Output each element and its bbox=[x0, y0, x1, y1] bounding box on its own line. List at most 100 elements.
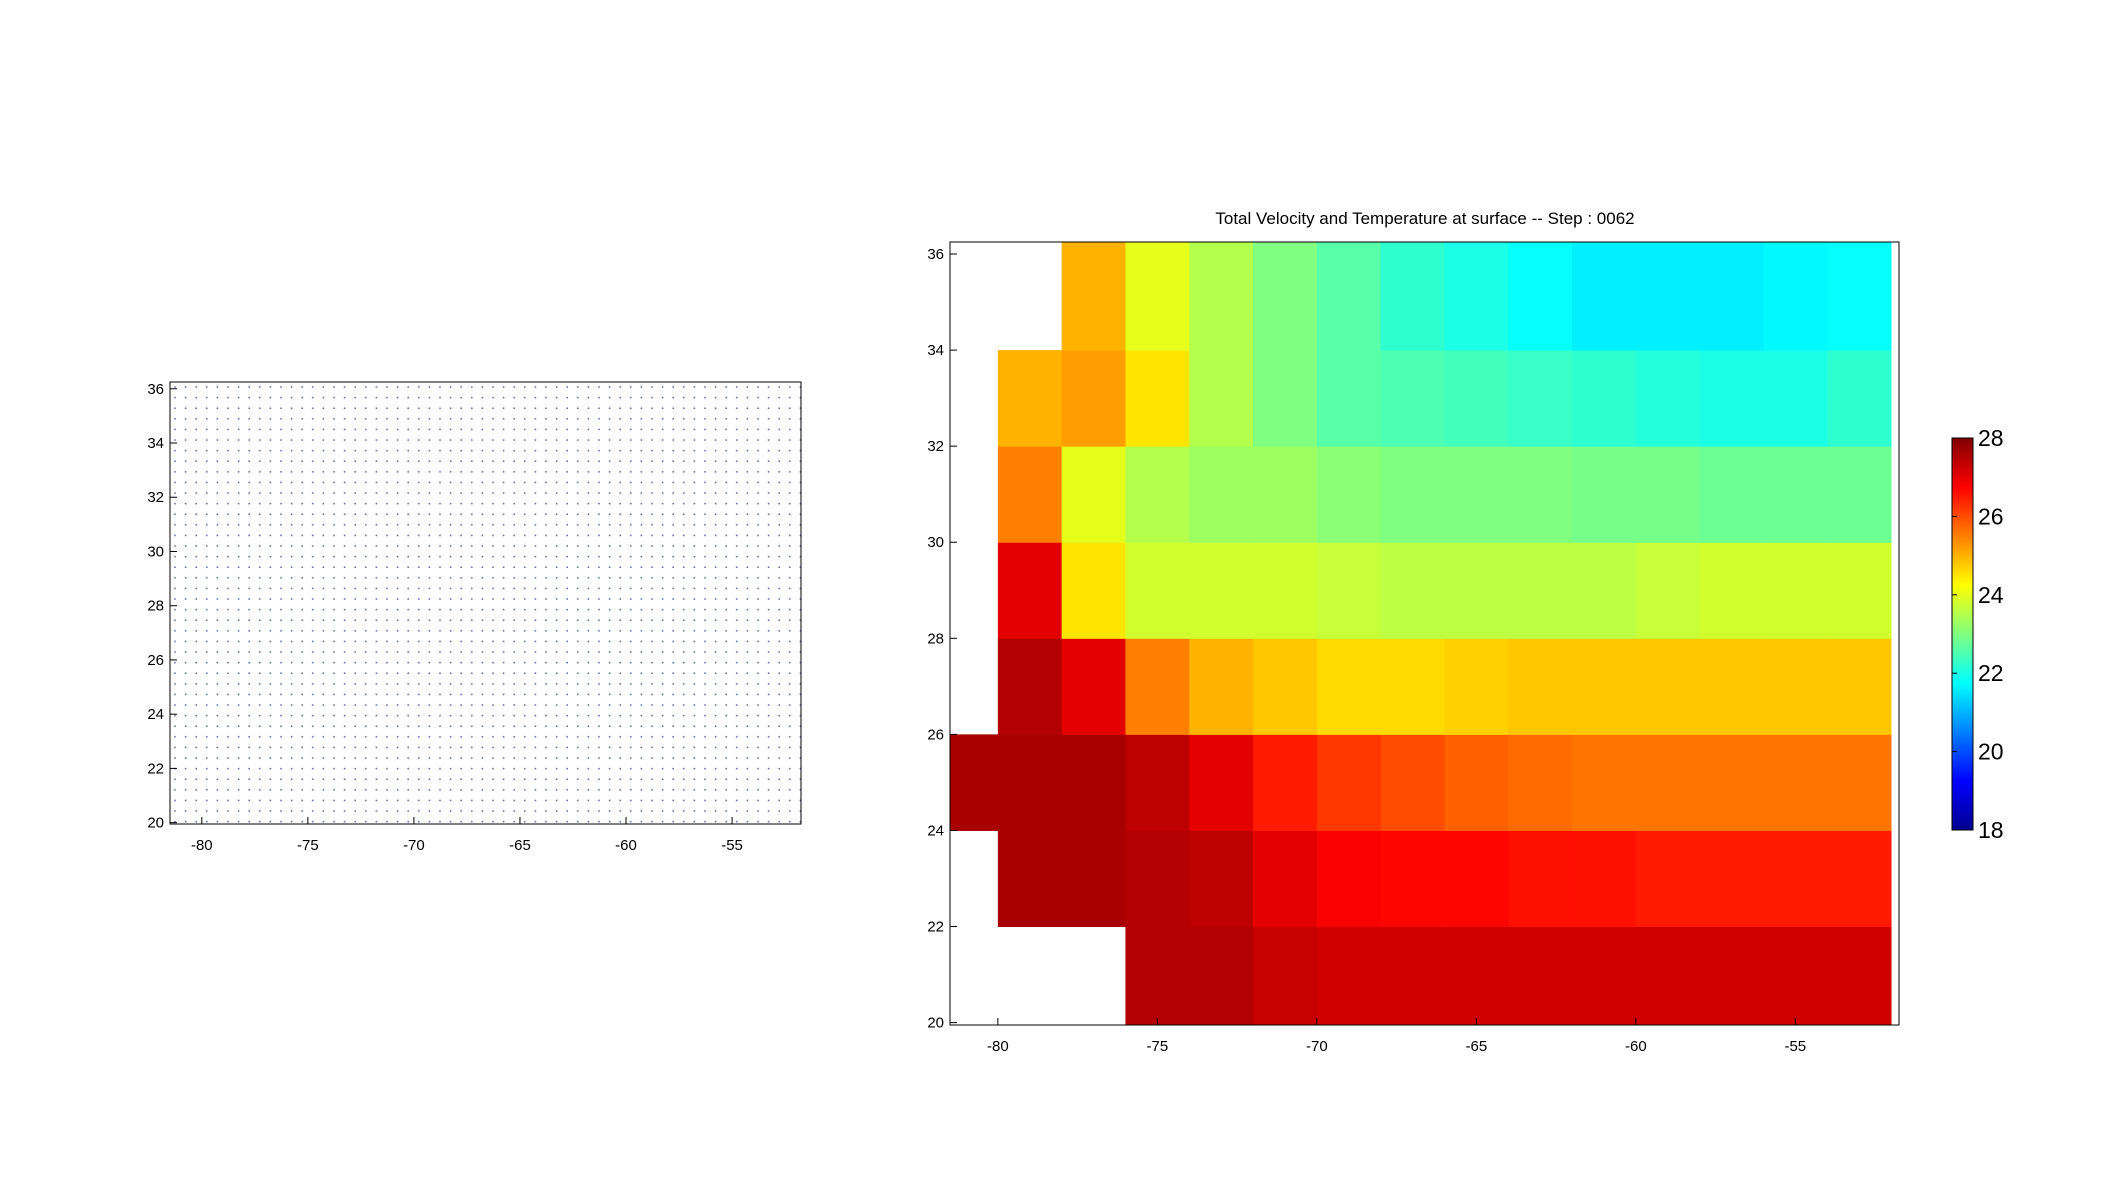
x-tick-label: -75 bbox=[1147, 1038, 1169, 1055]
colorbar-label: 22 bbox=[1978, 660, 2004, 686]
heat-cell bbox=[1763, 638, 1828, 735]
heat-cell bbox=[1253, 350, 1318, 447]
heat-cell bbox=[997, 542, 1063, 639]
heat-cell bbox=[1125, 542, 1190, 639]
heat-cell bbox=[1699, 542, 1764, 639]
y-tick-label: 22 bbox=[927, 919, 944, 936]
heat-cell bbox=[1444, 638, 1509, 735]
heat-cell bbox=[1508, 242, 1573, 351]
right-panel: Total Velocity and Temperature at surfac… bbox=[927, 209, 2004, 1055]
heat-cell bbox=[1189, 734, 1254, 831]
heat-cell bbox=[1572, 926, 1637, 1025]
heat-cell bbox=[1125, 242, 1190, 351]
heat-cell bbox=[1508, 926, 1573, 1025]
heat-cell bbox=[1827, 542, 1892, 639]
heat-cell bbox=[1699, 734, 1764, 831]
heat-cell bbox=[1316, 830, 1382, 928]
x-tick-label: -55 bbox=[1784, 1038, 1806, 1055]
heat-cell bbox=[1827, 350, 1892, 447]
heat-cell bbox=[1635, 350, 1701, 447]
heat-cell bbox=[1572, 542, 1637, 639]
heat-cell bbox=[1061, 242, 1126, 351]
heat-cell bbox=[1189, 242, 1254, 351]
heat-cell bbox=[1189, 542, 1254, 639]
heat-cell bbox=[1253, 830, 1318, 928]
y-tick-label: 30 bbox=[147, 543, 164, 560]
heat-cell bbox=[1827, 242, 1892, 351]
heat-cell bbox=[1189, 446, 1254, 543]
heat-cell bbox=[1635, 926, 1701, 1025]
heat-cell bbox=[1572, 638, 1637, 735]
heat-cell bbox=[950, 734, 999, 831]
x-tick-label: -80 bbox=[987, 1038, 1009, 1055]
heat-cell bbox=[1635, 242, 1701, 351]
heat-cell bbox=[1316, 542, 1382, 639]
heat-cell bbox=[1253, 734, 1318, 831]
heat-cell bbox=[1253, 926, 1318, 1025]
heat-cell bbox=[1763, 446, 1828, 543]
heat-cell bbox=[1444, 446, 1509, 543]
heat-cell bbox=[1572, 734, 1637, 831]
heat-cell bbox=[1635, 542, 1701, 639]
heat-cell bbox=[1827, 638, 1892, 735]
heat-cell bbox=[1380, 446, 1445, 543]
x-tick-label: -60 bbox=[1625, 1038, 1647, 1055]
y-tick-label: 28 bbox=[147, 598, 164, 615]
heat-cell bbox=[1508, 446, 1573, 543]
y-tick-label: 26 bbox=[927, 726, 944, 743]
colorbar-label: 24 bbox=[1978, 582, 2004, 608]
heat-cell bbox=[997, 734, 1063, 831]
heat-cell bbox=[1189, 350, 1254, 447]
heat-cell bbox=[1189, 926, 1254, 1025]
left-panel: -80 -75 -70 -65 -60 -55 20 22 24 26 28 30 32 34 36 bbox=[147, 381, 802, 854]
heat-cell bbox=[1061, 638, 1126, 735]
colorbar-label: 20 bbox=[1978, 739, 2004, 765]
y-tick-label: 36 bbox=[147, 381, 164, 398]
heat-cell bbox=[1125, 446, 1190, 543]
heat-cell bbox=[1125, 350, 1190, 447]
heat-cell bbox=[1253, 638, 1318, 735]
heat-cell bbox=[1699, 350, 1764, 447]
heat-cell bbox=[1635, 638, 1701, 735]
heat-cell bbox=[1827, 446, 1892, 543]
y-tick-label: 22 bbox=[147, 760, 164, 777]
heat-cell bbox=[1635, 830, 1701, 928]
heat-cell bbox=[1061, 446, 1126, 543]
y-tick-label: 34 bbox=[927, 342, 944, 359]
colorbar-label: 18 bbox=[1978, 817, 2004, 843]
heat-cell bbox=[1189, 638, 1254, 735]
x-tick-label: -65 bbox=[509, 837, 531, 854]
heat-cell bbox=[997, 638, 1063, 735]
y-tick-label: 24 bbox=[927, 822, 944, 839]
heat-cell bbox=[1380, 242, 1445, 351]
heat-cell bbox=[1444, 830, 1509, 928]
heat-cell bbox=[1635, 446, 1701, 543]
heat-cell bbox=[1572, 446, 1637, 543]
y-tick-label: 36 bbox=[927, 246, 944, 263]
heat-cell bbox=[1253, 542, 1318, 639]
heat-cell bbox=[1316, 926, 1382, 1025]
heat-cell bbox=[1508, 350, 1573, 447]
x-tick-label: -70 bbox=[403, 837, 425, 854]
heat-cell bbox=[1380, 350, 1445, 447]
heat-cell bbox=[1444, 350, 1509, 447]
heat-cell bbox=[1380, 542, 1445, 639]
heat-cell bbox=[1061, 542, 1126, 639]
heat-cell bbox=[1763, 350, 1828, 447]
axes-box bbox=[169, 381, 802, 825]
heat-cell bbox=[1699, 638, 1764, 735]
heat-cell bbox=[1699, 242, 1764, 351]
heat-cell bbox=[1763, 926, 1828, 1025]
x-tick-label: -70 bbox=[1306, 1038, 1328, 1055]
colorbar-label: 26 bbox=[1978, 503, 2004, 529]
heat-cell bbox=[1827, 830, 1892, 928]
heat-cell bbox=[1763, 242, 1828, 351]
heat-cell bbox=[1316, 638, 1382, 735]
heat-cell bbox=[1444, 542, 1509, 639]
heat-cell bbox=[1253, 242, 1318, 351]
heat-cell bbox=[1380, 734, 1445, 831]
heat-cell bbox=[1253, 446, 1318, 543]
colorbar-label: 28 bbox=[1978, 425, 2004, 451]
heat-cell bbox=[1316, 734, 1382, 831]
